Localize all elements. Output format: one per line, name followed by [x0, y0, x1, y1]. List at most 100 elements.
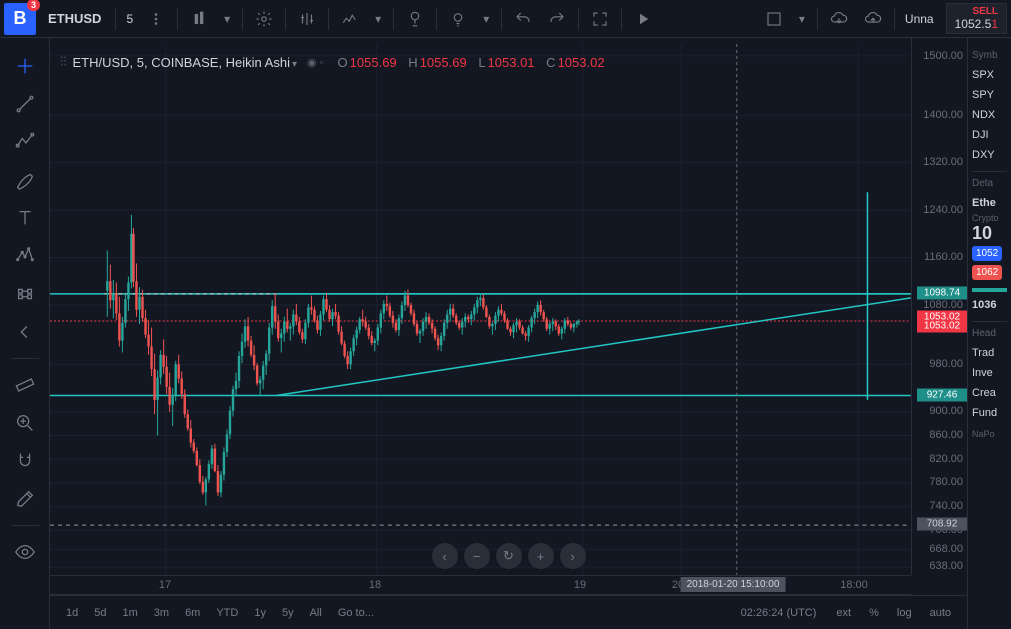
brush-tool-icon[interactable]	[5, 162, 45, 198]
headline-item[interactable]: Inve	[972, 363, 1007, 383]
scroll-right-icon[interactable]: ›	[560, 543, 586, 569]
eye-tool-icon[interactable]	[5, 534, 45, 570]
detail-price-2: 1036	[972, 295, 1007, 315]
sell-price-frac: 1	[991, 17, 998, 31]
range-3m[interactable]: 3m	[146, 603, 177, 623]
indicators-icon[interactable]	[333, 5, 367, 33]
notification-badge: 3	[27, 0, 40, 11]
play-icon[interactable]	[626, 5, 660, 33]
price-tag: 1053.02	[917, 319, 967, 332]
pattern-tool-icon[interactable]	[5, 238, 45, 274]
cloud-download-icon[interactable]	[822, 5, 856, 33]
range-5y[interactable]: 5y	[274, 603, 302, 623]
lock-tool-icon[interactable]	[5, 481, 45, 517]
time-axis[interactable]: 1718192018:002018-01-20 15:10:00	[50, 575, 911, 595]
layout-name[interactable]: Unna	[899, 12, 940, 26]
idea-menu-icon[interactable]: ▾	[475, 5, 497, 33]
redo-icon[interactable]	[540, 5, 574, 33]
zoom-out-icon[interactable]: −	[464, 543, 490, 569]
watchlist-item-dji[interactable]: DJI	[972, 125, 1007, 145]
detail-pill-1: 1052	[972, 246, 1002, 261]
back-icon[interactable]	[5, 314, 45, 350]
symbol-input[interactable]: ETHUSD	[44, 11, 111, 26]
alert-icon[interactable]	[398, 5, 432, 33]
fib-tool-icon[interactable]	[5, 124, 45, 160]
brand-badge[interactable]: B 3	[4, 3, 36, 35]
watchlist-item-spy[interactable]: SPY	[972, 85, 1007, 105]
price-axis[interactable]: 1500.001400.001320.001240.001160.001080.…	[911, 38, 967, 575]
x-tick: 17	[159, 579, 171, 591]
forecast-tool-icon[interactable]	[5, 276, 45, 312]
range-all[interactable]: All	[302, 603, 330, 623]
zoom-tool-icon[interactable]	[5, 405, 45, 441]
headline-item[interactable]: Crea	[972, 383, 1007, 403]
layout-icon[interactable]	[757, 5, 791, 33]
legend-visibility-icon[interactable]: ◉ ◦	[307, 56, 324, 69]
x-tick: 19	[574, 579, 586, 591]
y-tick: 860.00	[929, 429, 963, 441]
zoom-in-icon[interactable]: +	[528, 543, 554, 569]
y-tick: 1160.00	[924, 251, 963, 263]
headline-author: NaPo	[972, 429, 1007, 439]
watchlist-header: Symb	[972, 50, 1007, 61]
headline-item[interactable]: Trad	[972, 343, 1007, 363]
footer-opt-ext[interactable]: ext	[828, 603, 859, 623]
indicators-menu-icon[interactable]: ▾	[367, 5, 389, 33]
chart-canvas[interactable]	[50, 38, 967, 629]
range-5d[interactable]: 5d	[86, 603, 114, 623]
interval-menu-icon[interactable]	[139, 5, 173, 33]
magnet-tool-icon[interactable]	[5, 443, 45, 479]
trend-line-tool-icon[interactable]	[5, 86, 45, 122]
text-tool-icon[interactable]	[5, 200, 45, 236]
headline-item[interactable]: Fund	[972, 403, 1007, 423]
reorder-icon[interactable]: ⫶⫶	[60, 54, 67, 70]
y-tick: 638.00	[929, 560, 963, 572]
scroll-left-icon[interactable]: ‹	[432, 543, 458, 569]
idea-icon[interactable]	[441, 5, 475, 33]
cross-tool-icon[interactable]	[5, 48, 45, 84]
range-1y[interactable]: 1y	[246, 603, 274, 623]
footer-opt-auto[interactable]: auto	[922, 603, 959, 623]
compare-icon[interactable]	[290, 5, 324, 33]
watchlist-item-ndx[interactable]: NDX	[972, 105, 1007, 125]
range-ytd[interactable]: YTD	[208, 603, 246, 623]
sell-price-int: 1052.5	[955, 17, 992, 31]
range-goto[interactable]: Go to...	[330, 603, 382, 623]
crosshair-time-label: 2018-01-20 15:10:00	[681, 577, 786, 592]
watchlist-item-dxy[interactable]: DXY	[972, 145, 1007, 165]
range-6m[interactable]: 6m	[177, 603, 208, 623]
y-tick: 1240.00	[923, 204, 963, 216]
chart-pane[interactable]: ⫶⫶ ETH/USD, 5, COINBASE, Heikin Ashi▾ ◉ …	[50, 38, 967, 629]
footer-opt-log[interactable]: log	[889, 603, 920, 623]
watchlist-item-spx[interactable]: SPX	[972, 65, 1007, 85]
y-tick: 740.00	[929, 500, 963, 512]
fullscreen-icon[interactable]	[583, 5, 617, 33]
y-tick: 780.00	[929, 476, 963, 488]
footer-opt-pct[interactable]: %	[861, 603, 887, 623]
bars-menu-icon[interactable]: ▾	[216, 5, 238, 33]
y-tick: 980.00	[929, 358, 963, 370]
bars-style-icon[interactable]	[182, 5, 216, 33]
sell-button[interactable]: SELL 1052.51	[946, 3, 1007, 34]
price-tag: 927.46	[917, 388, 967, 401]
layout-menu-icon[interactable]: ▾	[791, 5, 813, 33]
interval-selector[interactable]: 5	[120, 5, 139, 33]
x-tick: 18	[369, 579, 381, 591]
price-tag: 708.92	[917, 518, 967, 531]
cloud-upload-icon[interactable]	[856, 5, 890, 33]
right-sidebar: Symb SPXSPYNDXDJIDXY Deta Ethe Crypto 10…	[967, 38, 1011, 629]
chart-legend-title[interactable]: ETH/USD, 5, COINBASE, Heikin Ashi▾	[73, 55, 297, 70]
ruler-tool-icon[interactable]	[5, 367, 45, 403]
range-1m[interactable]: 1m	[115, 603, 146, 623]
details-header: Deta	[972, 178, 1007, 189]
x-tick: 18:00	[840, 579, 868, 591]
settings-icon[interactable]	[247, 5, 281, 33]
range-1d[interactable]: 1d	[58, 603, 86, 623]
y-tick: 1080.00	[923, 299, 963, 311]
undo-icon[interactable]	[506, 5, 540, 33]
range-bar	[972, 288, 1007, 292]
price-tag: 1098.74	[917, 287, 967, 300]
reset-icon[interactable]: ↻	[496, 543, 522, 569]
y-tick: 668.00	[929, 543, 963, 555]
y-tick: 820.00	[929, 453, 963, 465]
